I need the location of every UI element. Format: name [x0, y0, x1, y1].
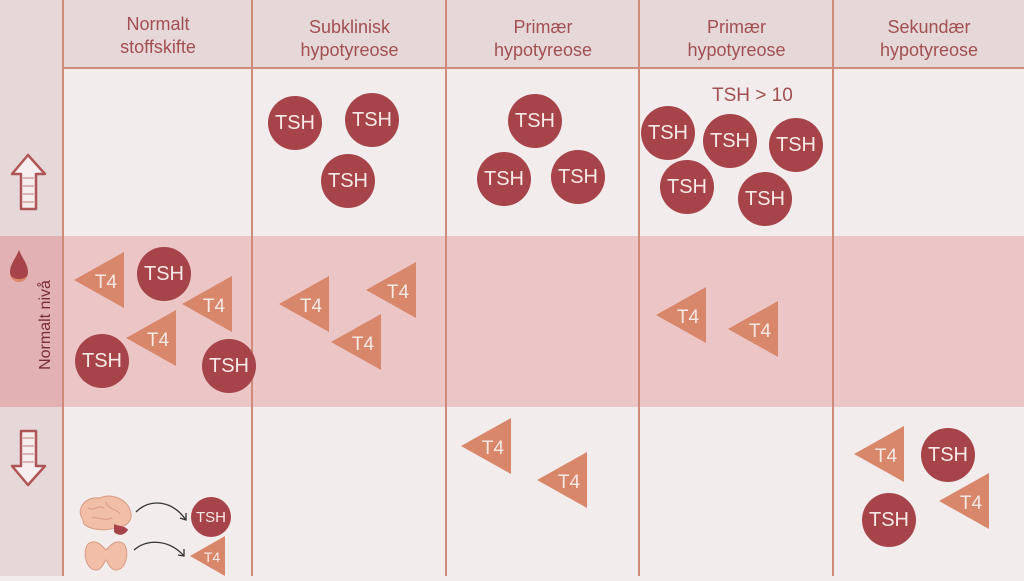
- header-line: stoffskifte: [120, 37, 196, 57]
- tsh-circle: TSH: [703, 114, 757, 168]
- tsh-threshold-label: TSH > 10: [712, 85, 793, 106]
- brain-icon: [76, 494, 134, 538]
- tsh-text: TSH: [558, 165, 598, 188]
- blood-drop-icon: [8, 246, 30, 284]
- tsh-circle: TSH: [345, 93, 399, 147]
- header-line: hypotyreose: [300, 40, 399, 60]
- normal-level-text: Normalt nivå: [37, 280, 54, 370]
- column-header-subclinical: Subklinisk hypotyreose: [253, 8, 446, 64]
- column-divider: [638, 0, 640, 576]
- header-line: Normalt: [126, 14, 190, 34]
- svg-text:T4: T4: [95, 272, 118, 293]
- tsh-circle: TSH: [641, 106, 695, 160]
- tsh-circle: TSH: [202, 339, 256, 393]
- tsh-text: TSH: [196, 508, 226, 526]
- tsh-text: TSH: [667, 175, 707, 198]
- tsh-circle: TSH: [921, 428, 975, 482]
- column-divider: [251, 0, 253, 576]
- header-line: hypotyreose: [879, 40, 979, 60]
- header-background: [0, 0, 1024, 68]
- normal-level-label: Normalt nivå: [0, 280, 112, 370]
- tsh-circle: TSH: [738, 172, 792, 226]
- header-line: Subklinisk: [308, 17, 391, 37]
- svg-text:T4: T4: [203, 296, 226, 317]
- arrow-brain-to-tsh: [134, 498, 190, 526]
- svg-text:T4: T4: [482, 438, 505, 459]
- t4-triangle: T4: [854, 426, 906, 482]
- arrow-up-icon: [8, 152, 48, 212]
- tsh-circle: TSH: [321, 154, 375, 208]
- legend-tsh-circle: TSH: [191, 497, 231, 537]
- tsh-circle: TSH: [508, 94, 562, 148]
- svg-text:T4: T4: [960, 493, 983, 514]
- tsh-text: TSH: [515, 109, 555, 132]
- svg-text:T4: T4: [300, 296, 323, 317]
- arrow-thyroid-to-t4: [132, 538, 188, 562]
- t4-triangle: T4: [331, 314, 383, 370]
- tsh-circle: TSH: [769, 118, 823, 172]
- header-line: hypotyreose: [493, 40, 593, 60]
- t4-triangle: T4: [537, 452, 589, 508]
- svg-text:T4: T4: [558, 472, 581, 493]
- svg-text:T4: T4: [387, 282, 410, 303]
- header-line: hypotyreose: [687, 40, 786, 60]
- tsh-circle: TSH: [75, 334, 129, 388]
- t4-triangle: T4: [728, 301, 780, 357]
- column-header-secondary: Sekundær hypotyreose: [834, 8, 1024, 64]
- tsh-circle: TSH: [862, 493, 916, 547]
- t4-triangle: T4: [366, 262, 418, 318]
- t4-triangle: T4: [656, 287, 708, 343]
- tsh-circle: TSH: [268, 96, 322, 150]
- tsh-circle: TSH: [660, 160, 714, 214]
- tsh-text: TSH: [745, 187, 785, 210]
- tsh-text: TSH: [209, 354, 249, 377]
- tsh-circle: TSH: [551, 150, 605, 204]
- tsh-circle: TSH: [477, 152, 531, 206]
- tsh-text: TSH: [928, 443, 968, 466]
- t4-triangle: T4: [74, 252, 126, 308]
- tsh-circle: TSH: [137, 247, 191, 301]
- tsh-text: TSH: [275, 111, 315, 134]
- t4-triangle: T4: [126, 310, 178, 366]
- tsh-text: TSH: [328, 169, 368, 192]
- column-header-normal: Normalt stoffskifte: [64, 8, 252, 64]
- column-header-primary-1: Primær hypotyreose: [447, 8, 639, 64]
- column-header-primary-2: Primær hypotyreose: [640, 8, 833, 64]
- header-line: Primær: [707, 17, 766, 37]
- tsh-text: TSH: [710, 129, 750, 152]
- t4-triangle: T4: [939, 473, 991, 529]
- normal-level-band-label-bg: [0, 236, 63, 407]
- t4-triangle: T4: [182, 276, 234, 332]
- tsh-text: TSH: [352, 108, 392, 131]
- svg-text:T4: T4: [204, 549, 221, 565]
- header-divider: [63, 67, 1024, 69]
- t4-triangle: T4: [461, 418, 513, 474]
- t4-triangle: T4: [279, 276, 331, 332]
- svg-text:T4: T4: [677, 307, 700, 328]
- svg-text:T4: T4: [352, 334, 375, 355]
- column-divider: [445, 0, 447, 576]
- tsh-text: TSH: [484, 167, 524, 190]
- tsh-text: TSH: [144, 262, 184, 285]
- column-divider: [832, 0, 834, 576]
- arrow-down-icon: [8, 428, 48, 488]
- tsh-text: TSH: [869, 508, 909, 531]
- svg-text:T4: T4: [147, 330, 170, 351]
- tsh-text: TSH: [776, 133, 816, 156]
- svg-text:T4: T4: [875, 446, 898, 467]
- svg-text:T4: T4: [749, 321, 772, 342]
- thyroid-icon: [82, 538, 130, 574]
- header-line: Primær: [513, 17, 573, 37]
- legend-t4-triangle: T4: [190, 536, 226, 576]
- header-line: Sekundær: [887, 17, 971, 37]
- tsh-text: TSH: [648, 121, 688, 144]
- tsh-text: TSH: [82, 349, 122, 372]
- column-divider: [62, 0, 64, 576]
